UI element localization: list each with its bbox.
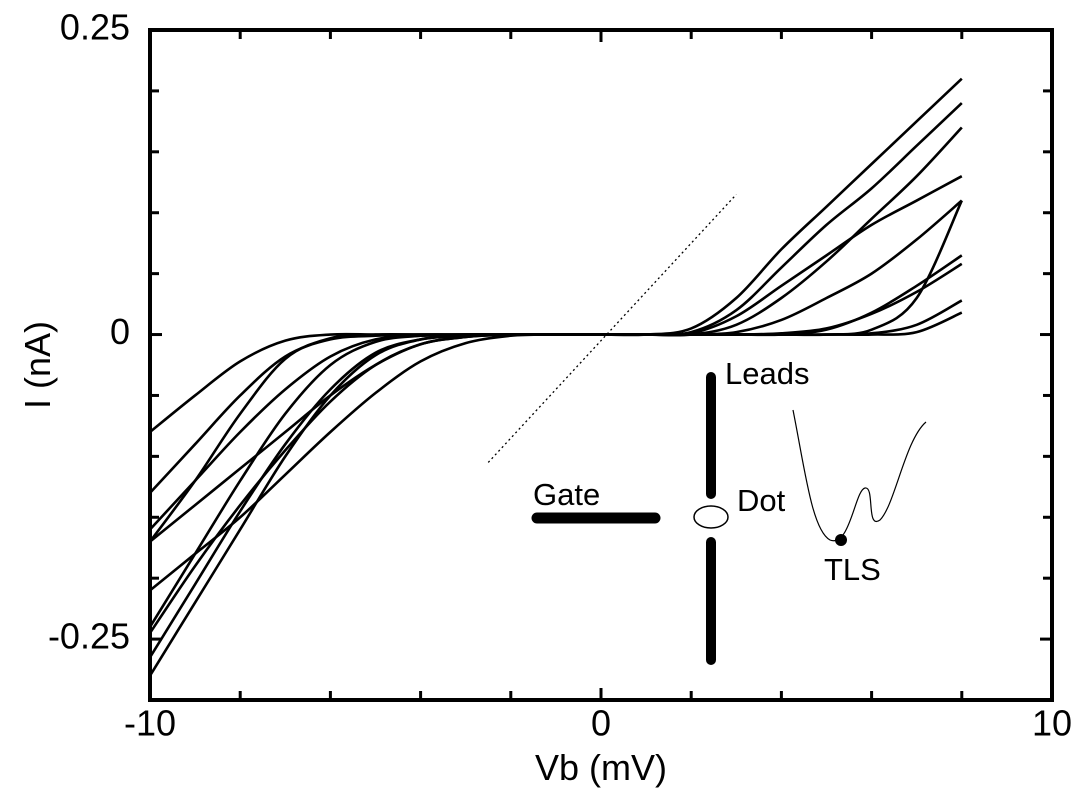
inset-schematic: Leads Gate Dot TLS — [531, 356, 927, 665]
potential-curve — [792, 409, 927, 542]
y-axis-title: I (nA) — [17, 321, 58, 409]
annotation: Dot — [737, 483, 786, 518]
plot-frame — [148, 28, 1054, 702]
x-tick-label: 10 — [1032, 703, 1072, 744]
tls-state — [835, 534, 847, 546]
y-tick-label: -0.25 — [48, 616, 130, 657]
dot-shape — [693, 505, 729, 529]
annotation: Gate — [533, 477, 600, 512]
annotation: TLS — [824, 552, 881, 587]
y-tick-label: 0.25 — [60, 7, 130, 48]
x-axis-title: Vb (mV) — [535, 747, 667, 788]
y-tick-label: 0 — [110, 311, 130, 352]
annotation: Leads — [725, 356, 809, 391]
reference-line — [487, 194, 737, 463]
x-tick-label: 0 — [591, 703, 611, 744]
iv-curve — [148, 199, 963, 628]
x-tick-label: -10 — [124, 703, 176, 744]
iv-curve — [149, 254, 963, 434]
